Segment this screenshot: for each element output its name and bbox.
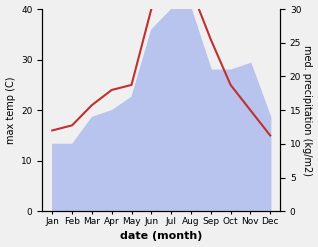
X-axis label: date (month): date (month) <box>120 231 203 242</box>
Y-axis label: max temp (C): max temp (C) <box>5 76 16 144</box>
Y-axis label: med. precipitation (kg/m2): med. precipitation (kg/m2) <box>302 45 313 176</box>
